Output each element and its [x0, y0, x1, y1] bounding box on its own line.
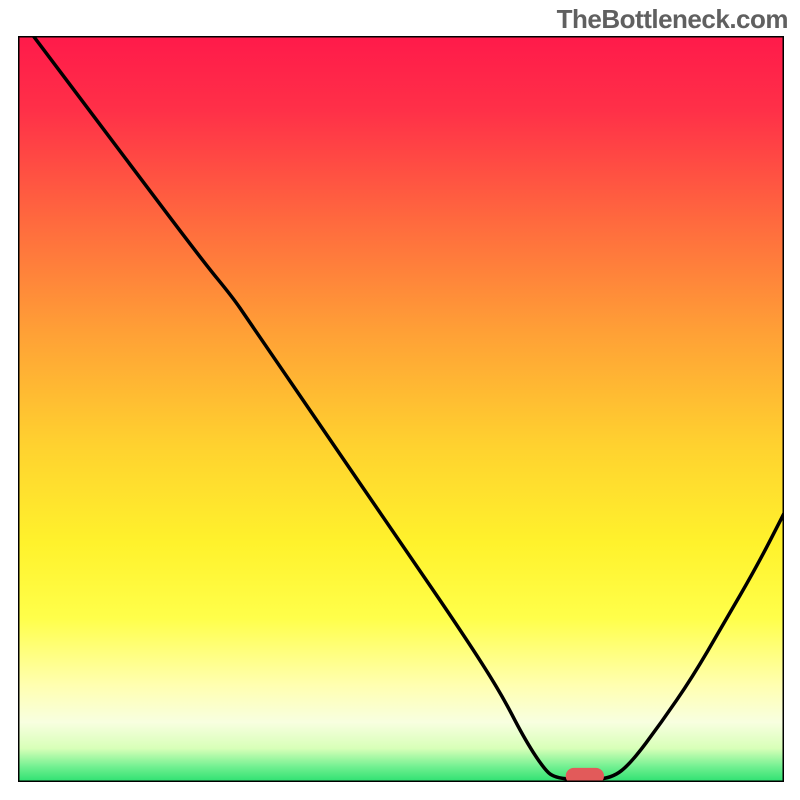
chart-plot-area — [18, 36, 784, 782]
chart-container: TheBottleneck.com — [0, 0, 800, 800]
watermark-text: TheBottleneck.com — [557, 4, 788, 35]
chart-svg — [18, 36, 784, 782]
optimal-point-marker — [566, 768, 604, 782]
gradient-background — [18, 36, 784, 782]
